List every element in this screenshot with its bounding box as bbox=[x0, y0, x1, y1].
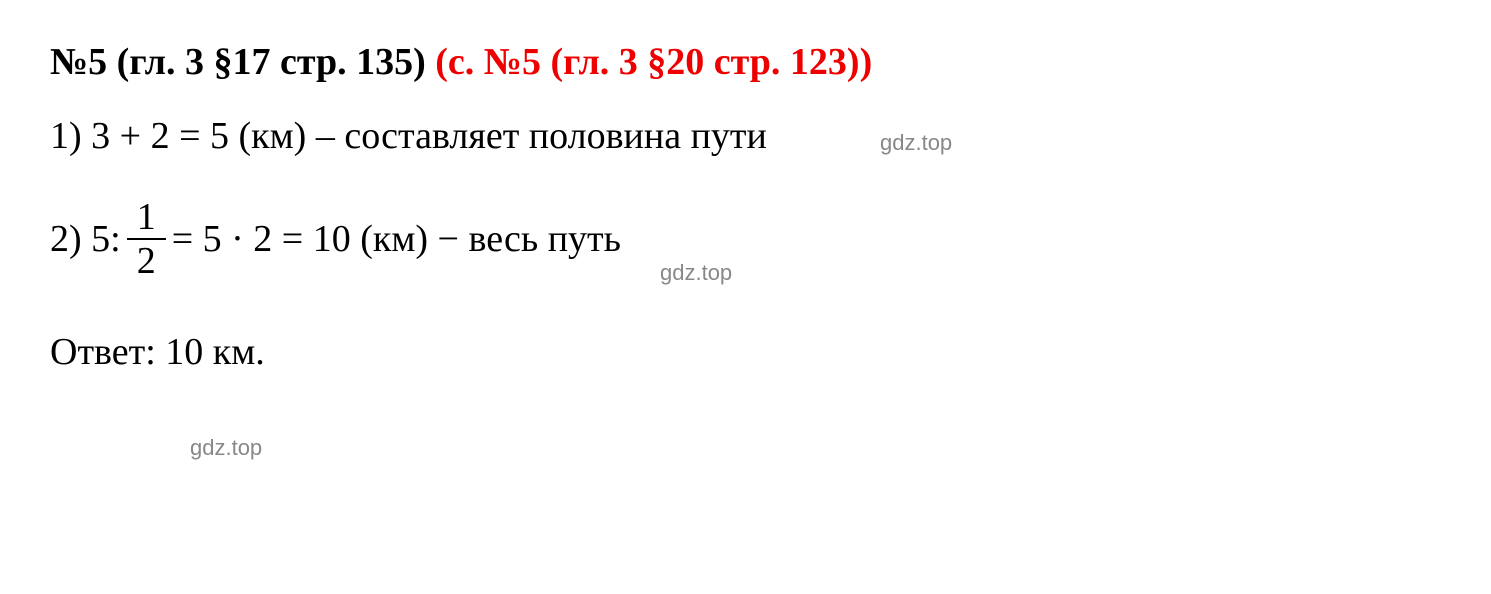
fraction: 1 2 bbox=[127, 198, 166, 280]
fraction-numerator: 1 bbox=[127, 198, 166, 240]
step-1-text: 1) 3 + 2 = 5 (км) – составляет половина … bbox=[50, 114, 767, 158]
step-2-suffix: = 5 · 2 = 10 (км) − весь путь bbox=[172, 217, 621, 261]
problem-header: №5 (гл. 3 §17 стр. 135) (с. №5 (гл. 3 §2… bbox=[50, 40, 1441, 84]
header-red-text: (с. №5 (гл. 3 §20 стр. 123)) bbox=[435, 41, 872, 83]
step-2-prefix: 2) 5: bbox=[50, 217, 121, 261]
fraction-denominator: 2 bbox=[127, 240, 166, 280]
answer-text: Ответ: 10 км. bbox=[50, 331, 265, 373]
watermark-1: gdz.top bbox=[880, 130, 952, 156]
solution-step-1: 1) 3 + 2 = 5 (км) – составляет половина … bbox=[50, 114, 1441, 158]
answer-line: Ответ: 10 км. bbox=[50, 330, 1441, 374]
solution-step-2: 2) 5: 1 2 = 5 · 2 = 10 (км) − весь путь bbox=[50, 198, 1441, 280]
watermark-3: gdz.top bbox=[190, 435, 262, 461]
header-black-text: №5 (гл. 3 §17 стр. 135) bbox=[50, 41, 435, 83]
watermark-2: gdz.top bbox=[660, 260, 732, 286]
